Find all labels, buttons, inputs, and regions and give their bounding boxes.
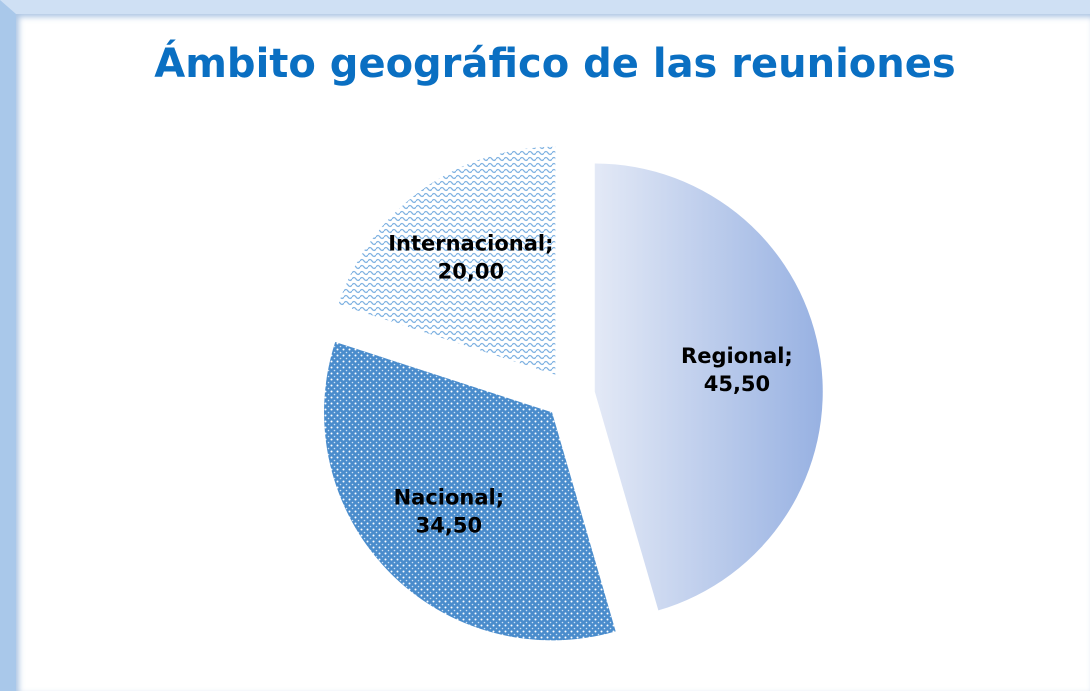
slice-category-label: Nacional; (394, 485, 505, 509)
slice-value-label: 20,00 (438, 260, 504, 284)
chart-title: Ámbito geográfico de las reuniones (154, 39, 955, 87)
pie-slice (594, 163, 823, 611)
slice-value-label: 34,50 (416, 513, 482, 537)
slice-value-label: 45,50 (704, 372, 770, 396)
pie-slice (324, 341, 616, 641)
slice-category-label: Regional; (681, 344, 793, 368)
slice-category-label: Internacional; (388, 232, 553, 256)
pie-slice (338, 146, 556, 375)
